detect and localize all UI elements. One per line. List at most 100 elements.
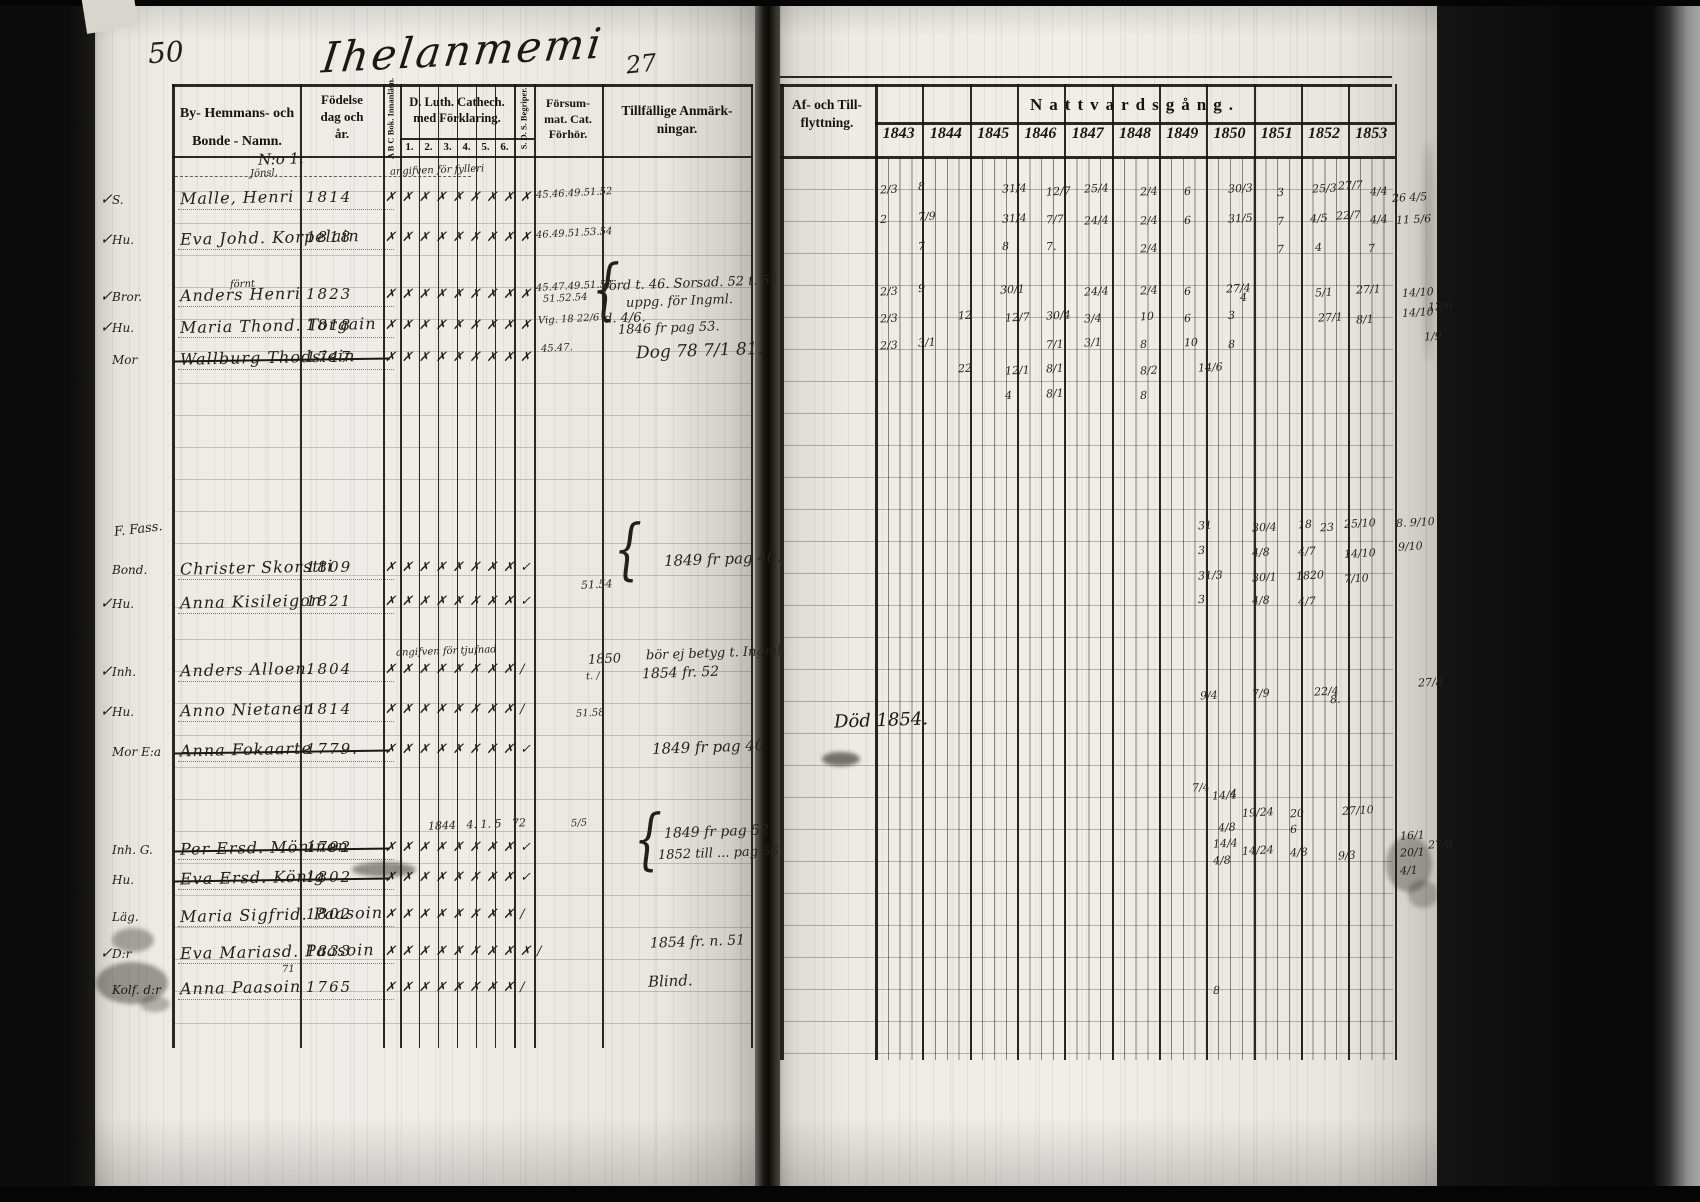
catechism-marks: ✗✗✗✗✗✗✗✗✗/ (385, 944, 548, 959)
catechism-subcolumn-label: 5. (481, 141, 490, 153)
relation-prefix: D:r (112, 947, 132, 961)
brace-mark: { (592, 251, 620, 328)
table-rule (383, 84, 385, 1048)
year-label: 1845 (977, 125, 1010, 142)
check-mark: ✓ (100, 318, 113, 336)
row-underline (178, 579, 394, 580)
table-row: Mor E:a Anna Fokaarte 1779. ✗✗✗✗✗✗✗✗✓ (0, 739, 1700, 764)
catechism-marks: ✗✗✗✗✗✗✗✗✓ (385, 594, 538, 609)
row-underline (178, 681, 394, 682)
communion-year-columns: 1843 1844 1845 1846 1847 1848 1849 1850 1851 1852… (875, 125, 1395, 155)
edge-shadow (1424, 140, 1433, 360)
table-row: ✓ Hu. Anna Kisileigon 1821 ✗✗✗✗✗✗✗✗✓ (0, 591, 1700, 616)
film-edge-left (0, 0, 95, 1202)
table-rule (400, 84, 402, 1048)
catechism-marks: ✗✗✗✗✗✗✗✗/ (385, 907, 531, 922)
birth-year: 1804 (306, 660, 353, 678)
table-row: ✓ Hu. Maria Thond. Torgain 1818 ✗✗✗✗✗✗✗✗✗ (0, 314, 1700, 340)
birth-year: 1814 (306, 188, 353, 206)
relation-prefix: Mor E:a (112, 745, 162, 759)
row-underline (178, 721, 394, 722)
column-header-missed: Försum- mat. Cat. Förhör. (544, 96, 592, 142)
catechism-marks: ✗✗✗✗✗✗✗✗✗ (385, 318, 538, 333)
table-row: ✓ Hu. Eva Johd. Korpelain 1818 ✗✗✗✗✗✗✗✗✗ (0, 226, 1700, 252)
check-mark: ✓ (100, 594, 113, 612)
year-label: 1849 (1166, 125, 1199, 142)
birth-year: 1809 (306, 558, 353, 576)
table-row: ✓ D:r Eva Mariasd. Paasoin 1833 ✗✗✗✗✗✗✗✗✗/ (0, 940, 1700, 966)
column-header-moving: Af- och Till- flyttning. (791, 97, 862, 130)
check-mark: ✓ (100, 190, 113, 208)
catechism-marks: ✗✗✗✗✗✗✗✗✓ (385, 742, 538, 757)
row-underline (178, 859, 394, 860)
birth-year: 1792 (306, 838, 353, 856)
stain (1386, 836, 1432, 892)
row-underline (178, 369, 394, 370)
page-left (95, 6, 755, 1186)
year-label: 1846 (1024, 125, 1057, 142)
table-rule (751, 84, 753, 1048)
table-rule (419, 84, 420, 1048)
film-edge-right (1437, 0, 1700, 1202)
catechism-marks: ✗✗✗✗✗✗✗✗✓ (385, 560, 538, 575)
birth-year: 1833 (306, 942, 353, 960)
catechism-subcolumns: 1. 2. 3. 4. 5. 6. (400, 141, 514, 153)
check-mark: ✓ (100, 662, 113, 680)
catechism-marks: ✗✗✗✗✗✗✗✗✓ (385, 840, 538, 855)
table-rule (780, 84, 1392, 87)
check-mark: ✓ (100, 944, 113, 962)
birth-year: 1823 (306, 285, 353, 303)
year-label: 1844 (929, 125, 962, 142)
check-mark: ✓ (100, 287, 113, 305)
stain (1408, 880, 1438, 908)
column-header-catechism: D. Luth. Cathech. med Förklaring. (409, 95, 505, 126)
film-edge-bottom (0, 1186, 1700, 1202)
table-rule (438, 84, 439, 1048)
film-edge-top (0, 0, 1700, 6)
row-underline (178, 926, 394, 927)
table-row: Inh. G. Per Ersd. Möninen 1792 ✗✗✗✗✗✗✗✗✓ (0, 836, 1700, 862)
relation-prefix: Inh. (112, 665, 137, 679)
ink-smear (352, 862, 416, 877)
relation-prefix: Hu. (112, 705, 135, 719)
catechism-marks: ✗✗✗✗✗✗✗✗/ (385, 662, 531, 677)
table-row: ✓ S. Malle, Henri 1814 ✗✗✗✗✗✗✗✗✗ (0, 187, 1700, 212)
relation-prefix: Hu. (112, 321, 135, 335)
table-row: Bond. Christer Skorstti 1809 ✗✗✗✗✗✗✗✗✓ (0, 556, 1700, 582)
year-label: 1847 (1071, 125, 1104, 142)
birth-year: 1779. (306, 740, 359, 758)
relation-prefix: Mor (112, 353, 138, 367)
death-note: Död 1854. (833, 708, 929, 733)
check-mark: ✓ (100, 230, 113, 248)
relation-prefix: Bror. (112, 290, 143, 304)
column-header-communion: Nattvardsgång. (1030, 95, 1240, 114)
row-underline (178, 209, 394, 210)
table-row: ✓ Hu. Anno Nietanen 1814 ✗✗✗✗✗✗✗✗/ (0, 699, 1700, 724)
table-rule (780, 84, 784, 1060)
table-rule (534, 84, 536, 1048)
group-underline (175, 176, 471, 177)
table-rule (400, 138, 534, 140)
catechism-subcolumn-label: 4. (462, 141, 471, 153)
row-guides-left (174, 160, 751, 1048)
row-underline (178, 249, 394, 250)
relation-prefix: Kolf. d:r (112, 983, 161, 997)
catechism-marks: ✗✗✗✗✗✗✗✗/ (385, 980, 531, 995)
paper-texture (95, 6, 755, 1186)
table-rule (602, 84, 604, 1048)
row-underline (178, 337, 394, 338)
catechism-marks: ✗✗✗✗✗✗✗✗/ (385, 702, 531, 717)
birth-year: 1818 (306, 316, 353, 334)
birth-year: 1802 (306, 905, 353, 923)
relation-prefix: Läg. (112, 910, 139, 924)
relation-prefix: Hu. (112, 233, 135, 247)
row-underline (178, 963, 394, 964)
table-row: Mor Wallburg Thodsiein 1747 ✗✗✗✗✗✗✗✗✗ (0, 346, 1700, 372)
ink-blot (822, 752, 860, 766)
margin-note: 8. 9/10 (1395, 514, 1436, 531)
row-underline (178, 761, 394, 762)
row-guides-right (782, 158, 1393, 1060)
table-rule (1395, 84, 1397, 1060)
